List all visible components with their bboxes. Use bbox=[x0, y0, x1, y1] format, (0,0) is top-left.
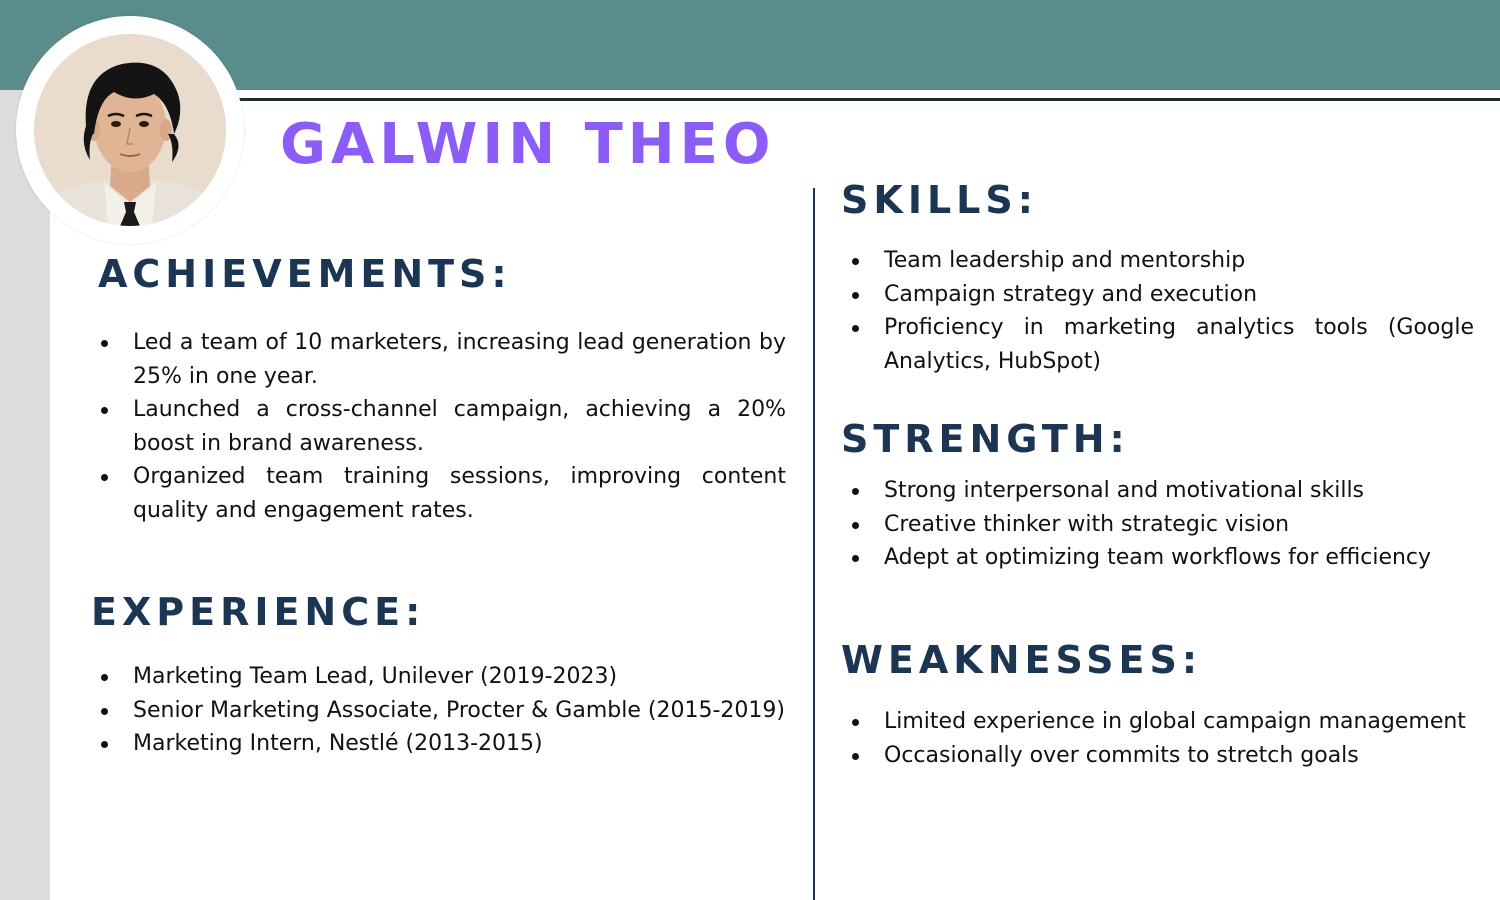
weaknesses-list: Limited experience in global campaign ma… bbox=[849, 705, 1474, 772]
candidate-name: GALWIN THEO bbox=[280, 112, 776, 177]
achievements-list: Led a team of 10 marketers, increasing l… bbox=[98, 326, 786, 527]
list-item: Organized team training sessions, improv… bbox=[98, 460, 786, 527]
list-item: Creative thinker with strategic vision bbox=[849, 508, 1474, 542]
left-side-strip bbox=[0, 90, 50, 900]
skills-heading: SKILLS: bbox=[841, 178, 1038, 222]
header-band bbox=[0, 0, 1500, 90]
strength-heading: STRENGTH: bbox=[841, 417, 1130, 461]
portrait-illustration bbox=[34, 34, 226, 226]
list-item: Limited experience in global campaign ma… bbox=[849, 705, 1474, 739]
list-item: Led a team of 10 marketers, increasing l… bbox=[98, 326, 786, 393]
list-item: Marketing Team Lead, Unilever (2019-2023… bbox=[98, 660, 786, 694]
header-rule bbox=[238, 98, 1500, 101]
list-item: Strong interpersonal and motivational sk… bbox=[849, 474, 1474, 508]
list-item: Launched a cross-channel campaign, achie… bbox=[98, 393, 786, 460]
list-item: Campaign strategy and execution bbox=[849, 278, 1474, 312]
experience-list: Marketing Team Lead, Unilever (2019-2023… bbox=[98, 660, 786, 761]
list-item: Proficiency in marketing analytics tools… bbox=[849, 311, 1474, 378]
weaknesses-heading: WEAKNESSES: bbox=[841, 638, 1203, 682]
list-item: Adept at optimizing team workflows for e… bbox=[849, 541, 1474, 575]
column-divider bbox=[813, 188, 815, 900]
experience-heading: EXPERIENCE: bbox=[91, 590, 426, 634]
list-item: Senior Marketing Associate, Procter & Ga… bbox=[98, 694, 786, 728]
profile-photo-frame bbox=[16, 16, 244, 244]
strength-list: Strong interpersonal and motivational sk… bbox=[849, 474, 1474, 575]
profile-photo bbox=[34, 34, 226, 226]
list-item: Occasionally over commits to stretch goa… bbox=[849, 739, 1474, 773]
list-item: Team leadership and mentorship bbox=[849, 244, 1474, 278]
skills-list: Team leadership and mentorship Campaign … bbox=[849, 244, 1474, 378]
list-item: Marketing Intern, Nestlé (2013-2015) bbox=[98, 727, 786, 761]
achievements-heading: ACHIEVEMENTS: bbox=[98, 252, 512, 296]
